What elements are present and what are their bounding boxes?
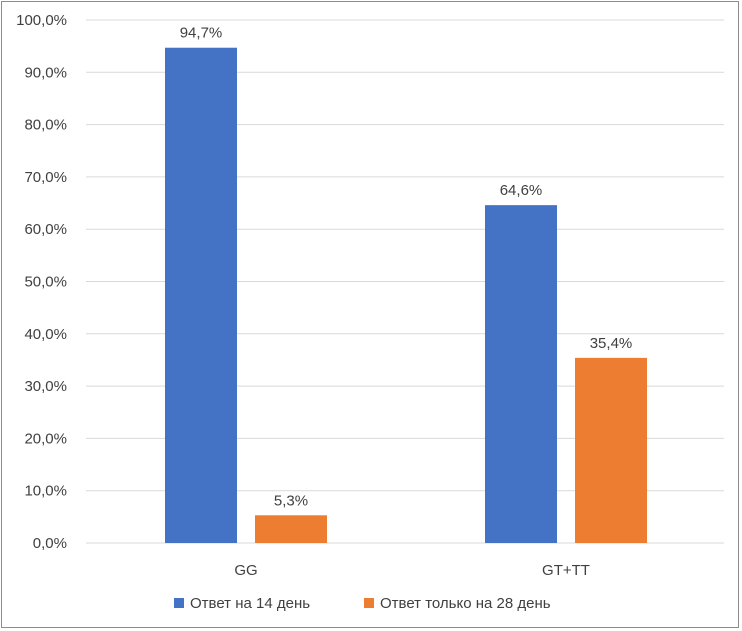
y-tick-label: 70,0% [24, 169, 67, 186]
data-label: 94,7% [180, 25, 223, 42]
data-label: 35,4% [590, 335, 633, 352]
data-label: 5,3% [274, 492, 308, 509]
y-tick-label: 40,0% [24, 326, 67, 343]
y-tick-label: 50,0% [24, 274, 67, 291]
y-tick-label: 60,0% [24, 221, 67, 238]
y-tick-label: 10,0% [24, 483, 67, 500]
y-tick-label: 30,0% [24, 378, 67, 395]
legend-label: Ответ на 14 день [190, 595, 310, 612]
bar [485, 205, 557, 543]
legend-swatch [364, 598, 374, 608]
data-label: 64,6% [500, 182, 543, 199]
y-tick-label: 0,0% [33, 535, 67, 552]
y-tick-label: 100,0% [16, 12, 67, 29]
x-category-label: GT+TT [542, 562, 590, 579]
y-tick-label: 20,0% [24, 430, 67, 447]
bar [575, 357, 647, 543]
legend-swatch [174, 598, 184, 608]
y-tick-label: 90,0% [24, 64, 67, 81]
legend-label: Ответ только на 28 день [380, 595, 551, 612]
bar [255, 515, 327, 543]
x-category-label: GG [234, 562, 257, 579]
y-tick-label: 80,0% [24, 117, 67, 134]
bar [165, 47, 237, 544]
